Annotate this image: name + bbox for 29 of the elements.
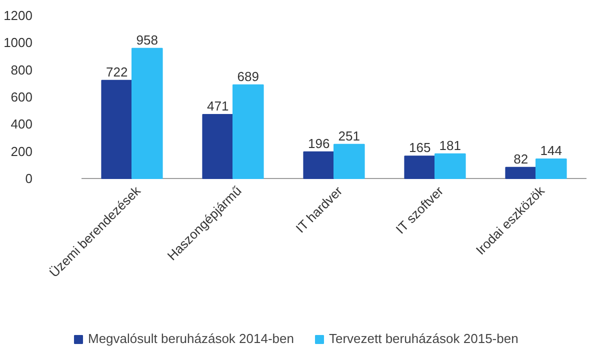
y-tick-label: 800 <box>10 62 33 78</box>
bar <box>434 153 466 179</box>
y-tick-label: 1000 <box>4 35 32 50</box>
data-label: 82 <box>514 151 528 166</box>
data-label: 144 <box>540 142 562 158</box>
bar <box>101 80 132 179</box>
y-tick-label: 0 <box>25 171 33 186</box>
bar <box>232 84 264 179</box>
y-tick-label: 200 <box>10 144 33 159</box>
y-tick-label: 400 <box>10 116 33 132</box>
legend-label: Megvalósult beruházások 2014-ben <box>88 331 294 346</box>
y-tick-label: 1200 <box>4 8 32 23</box>
data-label: 689 <box>237 68 260 84</box>
bar <box>505 166 536 179</box>
y-tick-label: 600 <box>10 90 33 104</box>
data-label: 196 <box>308 136 330 151</box>
bar <box>404 156 436 179</box>
data-label: 722 <box>106 64 128 80</box>
bar <box>303 151 334 179</box>
bar <box>132 48 163 179</box>
bar <box>536 158 567 179</box>
data-label: 471 <box>207 98 229 114</box>
data-label: 958 <box>136 32 158 48</box>
bar <box>202 114 234 179</box>
data-label: 165 <box>409 140 431 156</box>
legend-label: Tervezett beruházások 2015-ben <box>328 331 518 346</box>
data-label: 181 <box>439 138 462 153</box>
data-label: 251 <box>338 128 360 144</box>
bar <box>334 144 365 179</box>
